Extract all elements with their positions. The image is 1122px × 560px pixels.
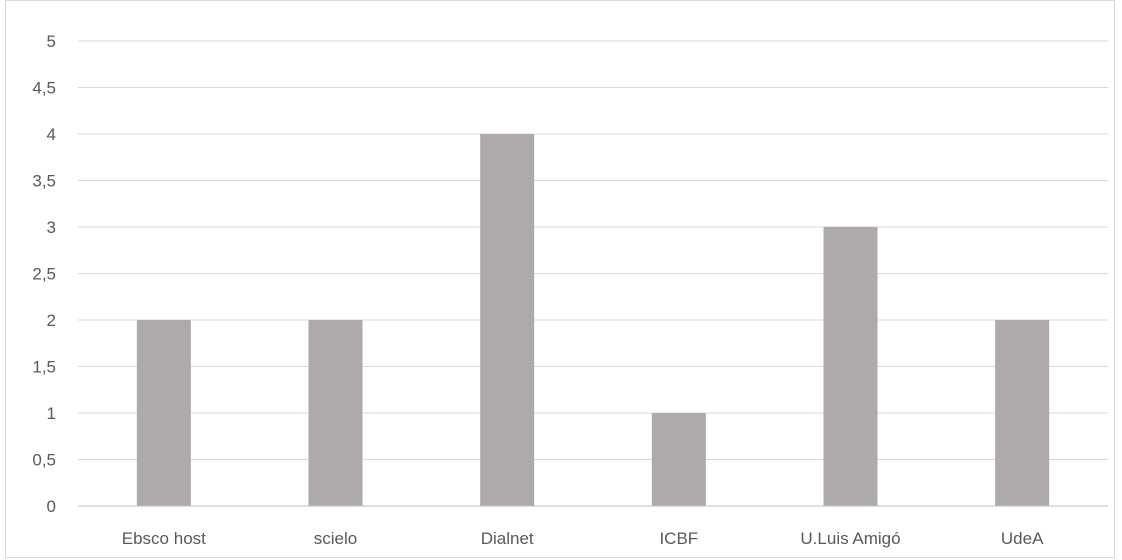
bar xyxy=(136,320,191,506)
bar xyxy=(823,227,878,506)
y-tick-label: 2 xyxy=(47,311,56,330)
y-tick-label: 4,5 xyxy=(32,79,56,98)
y-tick-label: 4 xyxy=(47,125,56,144)
bars xyxy=(136,134,1050,506)
x-category-label: scielo xyxy=(314,529,357,548)
x-category-label: U.Luis Amigó xyxy=(800,529,900,548)
bar xyxy=(308,320,363,506)
y-tick-label: 3 xyxy=(47,218,56,237)
y-tick-label: 5 xyxy=(47,32,56,51)
x-category-label: UdeA xyxy=(1001,529,1044,548)
y-tick-label: 2,5 xyxy=(32,265,56,284)
bar xyxy=(995,320,1050,506)
y-tick-label: 1,5 xyxy=(32,358,56,377)
x-category-label: Ebsco host xyxy=(122,529,206,548)
bar xyxy=(651,413,706,506)
x-axis-category-labels: Ebsco host scielo Dialnet ICBF U.Luis Amigó U… xyxy=(122,529,1044,548)
y-axis-tick-labels: 0 0,5 1 1,5 2 2,5 3 3,5 4 4,5 5 xyxy=(32,32,56,516)
y-tick-label: 3,5 xyxy=(32,172,56,191)
x-category-label: ICBF xyxy=(659,529,698,548)
y-tick-label: 0,5 xyxy=(32,451,56,470)
y-tick-label: 0 xyxy=(47,497,56,516)
y-tick-label: 1 xyxy=(47,404,56,423)
x-category-label: Dialnet xyxy=(481,529,534,548)
gridlines xyxy=(78,40,1108,460)
bar xyxy=(480,134,535,506)
